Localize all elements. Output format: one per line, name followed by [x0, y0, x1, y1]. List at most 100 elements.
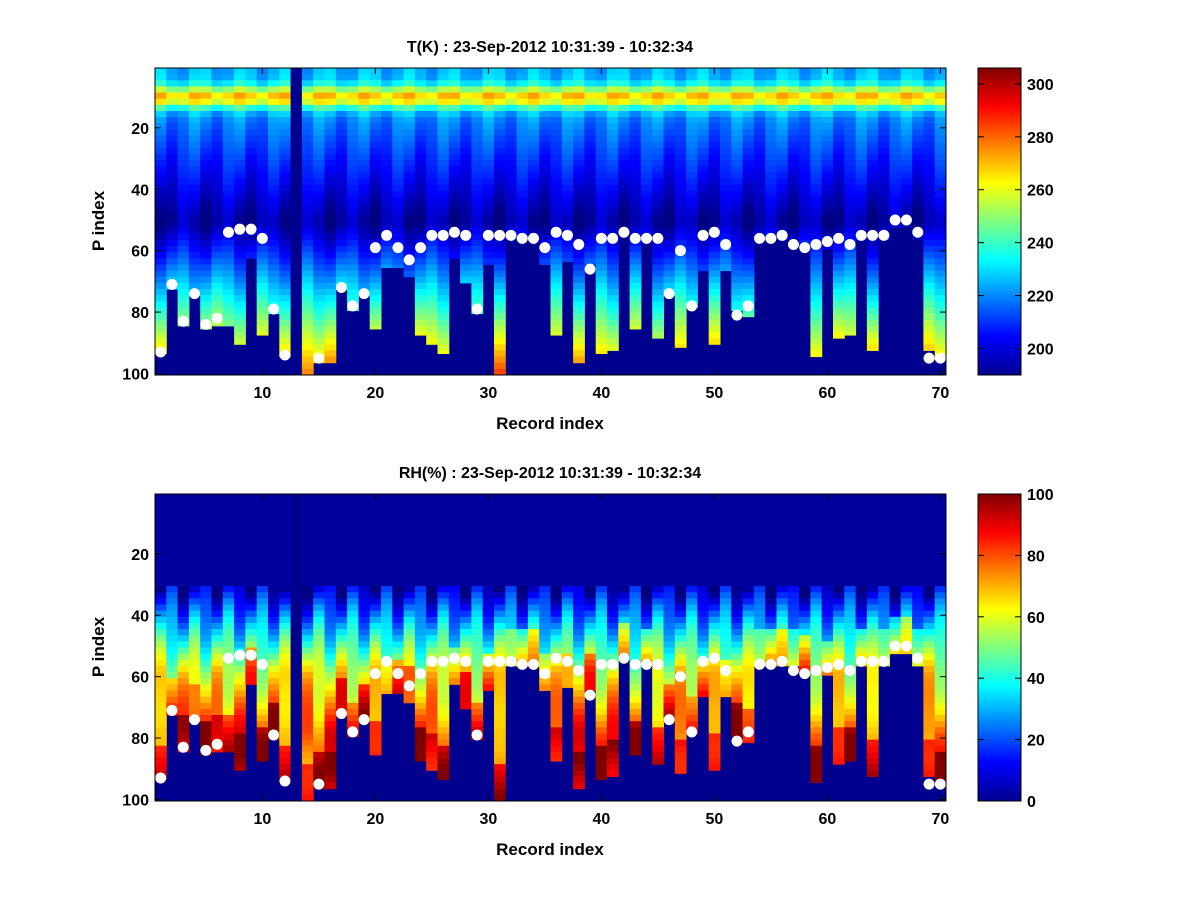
heatmap-cell: [889, 147, 902, 155]
heatmap-cell: [787, 153, 800, 161]
heatmap-cell: [403, 635, 416, 642]
heatmap-cell: [686, 616, 698, 624]
heatmap-cell: [539, 494, 551, 501]
boundary-marker: [629, 232, 641, 244]
heatmap-cell: [166, 135, 179, 143]
heatmap-cell: [381, 579, 393, 587]
heatmap-cell: [403, 215, 416, 222]
heatmap-cell: [313, 147, 325, 155]
heatmap-cell: [313, 129, 325, 137]
heatmap-cell: [256, 221, 269, 229]
heatmap-cell: [731, 68, 744, 75]
heatmap-cell: [279, 160, 292, 167]
heatmap-cell: [471, 203, 484, 210]
heatmap-cell: [222, 270, 235, 278]
heatmap-cell: [799, 135, 811, 143]
heatmap-cell: [776, 530, 789, 538]
heatmap-cell: [708, 721, 721, 728]
heatmap-cell: [607, 555, 619, 563]
heatmap-cell: [234, 598, 246, 606]
heatmap-cell: [177, 653, 190, 661]
heatmap-cell: [369, 592, 382, 599]
heatmap-cell: [731, 635, 744, 642]
heatmap-cell: [279, 592, 292, 599]
heatmap-cell: [821, 141, 834, 149]
record-column: [313, 494, 325, 790]
heatmap-cell: [561, 135, 574, 143]
heatmap-cell: [923, 123, 936, 130]
heatmap-cell: [765, 80, 777, 87]
heatmap-cell: [482, 543, 495, 550]
heatmap-cell: [708, 98, 721, 106]
heatmap-cell: [301, 325, 314, 333]
heatmap-cell: [437, 702, 450, 710]
heatmap-cell: [335, 549, 348, 556]
heatmap-cell: [539, 104, 551, 112]
heatmap-cell: [584, 147, 597, 155]
heatmap-cell: [256, 282, 269, 290]
heatmap-cell: [731, 178, 744, 186]
heatmap-cell: [448, 68, 461, 75]
heatmap-cell: [222, 635, 235, 642]
heatmap-cell: [652, 184, 664, 192]
heatmap-cell: [437, 727, 450, 734]
heatmap-cell: [674, 727, 687, 734]
heatmap-cell: [482, 246, 495, 253]
heatmap-cell: [166, 178, 179, 186]
heatmap-cell: [923, 196, 936, 204]
heatmap-cell: [697, 252, 710, 259]
heatmap-cell: [234, 592, 246, 599]
heatmap-cell: [720, 530, 732, 538]
heatmap-cell: [742, 209, 755, 216]
record-column: [810, 68, 823, 358]
heatmap-cell: [923, 264, 936, 272]
heatmap-cell: [460, 129, 472, 137]
heatmap-cell: [155, 764, 167, 771]
heatmap-cell: [607, 307, 619, 315]
heatmap-cell: [414, 227, 427, 235]
heatmap-cell: [414, 313, 427, 321]
heatmap-cell: [584, 123, 597, 130]
heatmap-cell: [686, 147, 698, 155]
heatmap-cell: [527, 555, 540, 563]
heatmap-cell: [460, 221, 472, 229]
heatmap-cell: [200, 141, 212, 149]
heatmap-cell: [494, 98, 506, 106]
heatmap-cell: [539, 258, 551, 265]
heatmap-cell: [414, 494, 427, 501]
record-column: [663, 494, 676, 722]
heatmap-cell: [573, 184, 585, 192]
heatmap-cell: [550, 147, 563, 155]
heatmap-cell: [437, 684, 450, 691]
heatmap-cell: [460, 209, 472, 216]
heatmap-cell: [268, 246, 280, 253]
heatmap-cell: [200, 276, 212, 284]
heatmap-cell: [426, 555, 438, 563]
heatmap-cell: [584, 190, 597, 198]
heatmap-cell: [629, 68, 642, 75]
heatmap-cell: [369, 721, 382, 728]
heatmap-cell: [437, 586, 450, 593]
heatmap-cell: [550, 270, 563, 278]
heatmap-cell: [900, 104, 913, 112]
heatmap-cell: [268, 702, 280, 710]
heatmap-cell: [855, 86, 868, 94]
heatmap-cell: [494, 209, 506, 216]
heatmap-cell: [934, 153, 947, 161]
heatmap-cell: [347, 246, 359, 253]
heatmap-cell: [200, 573, 212, 581]
record-column: [268, 494, 280, 741]
heatmap-cell: [188, 579, 201, 587]
heatmap-cell: [200, 530, 212, 538]
heatmap-cell: [426, 678, 438, 685]
heatmap-cell: [200, 264, 212, 272]
heatmap-cell: [313, 166, 325, 173]
heatmap-cell: [245, 604, 258, 612]
heatmap-cell: [686, 635, 698, 642]
heatmap-cell: [900, 74, 913, 81]
heatmap-cell: [844, 215, 857, 222]
heatmap-cell: [539, 641, 551, 648]
boundary-marker: [166, 278, 178, 290]
heatmap-cell: [629, 610, 642, 618]
heatmap-cell: [810, 196, 823, 204]
